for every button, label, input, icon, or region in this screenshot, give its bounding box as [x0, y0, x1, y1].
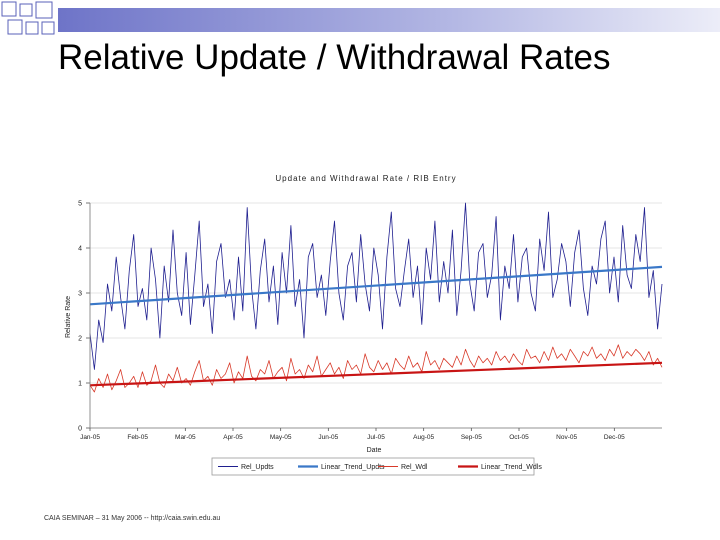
series-line-rel-updts [89, 202, 663, 370]
x-tick-label-2: Mar-05 [175, 434, 196, 441]
x-tick-label-6: Jul-05 [367, 434, 385, 441]
x-tick-label-0: Jan-05 [80, 434, 100, 441]
deco-square-6 [41, 21, 55, 35]
series-line-linear-trend-wdls [89, 361, 663, 387]
legend-label-0: Rel_Updts [241, 464, 274, 471]
series-line-rel-wdl [89, 344, 663, 393]
x-tick-label-4: May-05 [270, 434, 292, 441]
chart-title: Update and Withdrawal Rate / RIB Entry [275, 174, 456, 183]
x-tick-label-11: Dec-05 [604, 434, 625, 441]
x-tick-label-10: Nov-05 [556, 434, 577, 441]
grid-layer [90, 202, 662, 429]
legend-box [211, 457, 535, 476]
deco-square-2 [19, 3, 33, 17]
x-tick-label-5: Jun-05 [318, 434, 338, 441]
title-bar-stripe [58, 8, 720, 32]
legend-label-2: Rel_Wdl [401, 464, 428, 471]
deco-square-4 [7, 19, 23, 35]
x-tick-label-7: Aug-05 [413, 434, 434, 441]
series-line-linear-trend-updts [89, 265, 663, 306]
title-bar-decoration [1, 1, 720, 35]
x-axis-label: Date [367, 447, 382, 454]
legend: Rel_Updts Linear_Trend_Updts Rel_Wdl Linear… [211, 457, 542, 476]
x-tick-label-9: Oct-05 [509, 434, 529, 441]
series-layer [89, 202, 663, 393]
legend-label-1: Linear_Trend_Updts [321, 464, 385, 471]
slide-footer: CAIA SEMINAR – 31 May 2006 -- http://cai… [44, 515, 221, 522]
deco-square-3 [35, 1, 53, 19]
axis-layer: Update and Withdrawal Rate / RIB Entry R… [65, 174, 662, 454]
y-axis-label: Relative Rate [65, 296, 72, 338]
y-tick-label-5: 5 [78, 201, 82, 208]
legend-label-3: Linear_Trend_Wdls [481, 464, 542, 471]
deco-square-1 [1, 1, 17, 17]
slide-title: Relative Update / Withdrawal Rates [58, 38, 611, 77]
y-tick-label-1: 1 [78, 381, 82, 388]
x-tick-label-8: Sep-05 [461, 434, 482, 441]
y-tick-label-0: 0 [78, 426, 82, 433]
y-tick-label-2: 2 [78, 336, 82, 343]
x-tick-label-1: Feb-05 [127, 434, 148, 441]
y-tick-label-4: 4 [78, 246, 82, 253]
x-tick-label-3: Apr-05 [223, 434, 243, 441]
deco-square-5 [25, 21, 39, 35]
y-tick-label-3: 3 [78, 291, 82, 298]
